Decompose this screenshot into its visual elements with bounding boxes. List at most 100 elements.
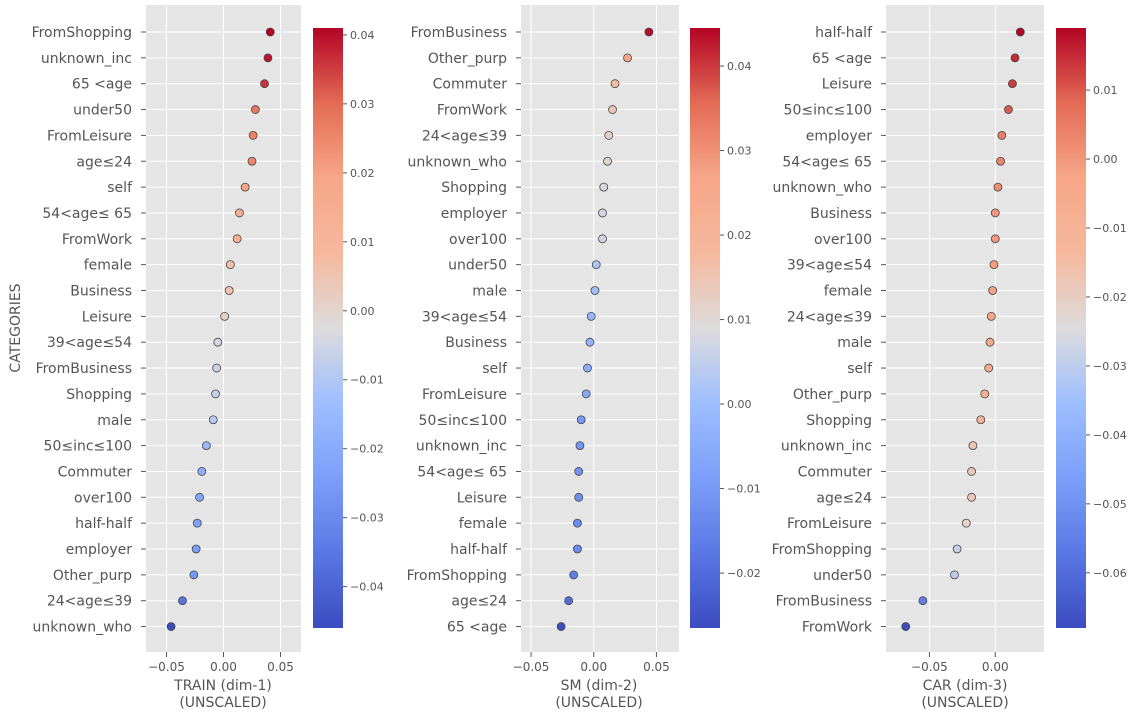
colorbar-tick-label: −0.01 — [727, 483, 761, 496]
data-point — [211, 389, 220, 399]
colorbar-tick-label: 0.00 — [350, 305, 375, 318]
category-label: under50 — [813, 568, 872, 584]
data-point — [986, 311, 996, 321]
colorbar-tick-label: −0.02 — [727, 567, 761, 580]
data-point — [192, 518, 202, 528]
colorbar-tick-label: 0.01 — [350, 236, 375, 249]
category-label: male — [97, 413, 132, 429]
x-axis-label-line1: SM (dim-2) — [561, 678, 638, 694]
data-point — [1015, 27, 1025, 37]
category-label: Leisure — [457, 490, 507, 506]
data-point — [976, 415, 986, 425]
data-point — [191, 544, 201, 554]
data-point — [585, 337, 595, 347]
category-label: 65 <age — [812, 51, 872, 67]
data-point — [599, 182, 609, 192]
colorbar-tick-label: 0.03 — [727, 145, 752, 158]
x-tick-label: 0.00 — [580, 660, 607, 674]
colorbar-tick-label: −0.05 — [1093, 498, 1127, 511]
category-label: FromBusiness — [36, 361, 132, 377]
category-label: female — [84, 258, 132, 274]
data-point — [208, 415, 218, 425]
data-point — [590, 286, 600, 295]
x-axis-label-line1: TRAIN (dim-1) — [173, 678, 272, 694]
category-label: age≤24 — [451, 594, 507, 610]
category-label: female — [824, 284, 872, 300]
colorbar-tick-label: −0.03 — [350, 512, 384, 525]
x-tick-label: −0.05 — [148, 660, 185, 674]
data-point — [189, 570, 199, 580]
category-label: employer — [806, 128, 872, 144]
data-point — [610, 79, 620, 89]
category-label: Business — [445, 335, 507, 351]
data-point — [604, 130, 614, 140]
data-point — [598, 234, 607, 244]
category-label: Other_purp — [793, 387, 872, 403]
data-point — [213, 337, 223, 347]
category-label: FromBusiness — [411, 25, 507, 41]
category-label: 50≤inc≤100 — [44, 439, 132, 455]
colorbar-tick-label: 0.00 — [1093, 153, 1118, 166]
data-point — [195, 492, 204, 502]
category-label: under50 — [448, 258, 507, 274]
category-label: 50≤inc≤100 — [419, 413, 507, 429]
data-point — [990, 208, 1000, 218]
colorbar-tick-label: 0.01 — [1093, 84, 1118, 97]
category-label: over100 — [814, 232, 872, 248]
category-label: FromLeisure — [787, 516, 872, 532]
category-label: unknown_inc — [41, 51, 132, 67]
category-label: 54<age≤ 65 — [42, 206, 132, 222]
category-label: FromShopping — [32, 25, 132, 41]
x-tick-label: 0.05 — [643, 660, 670, 674]
x-tick-label: −0.05 — [513, 660, 550, 674]
category-label: 65 <age — [447, 620, 507, 636]
data-point — [1010, 53, 1020, 63]
category-label: male — [472, 284, 507, 300]
data-point — [225, 260, 235, 270]
data-point — [968, 441, 978, 451]
data-point — [623, 53, 632, 63]
data-point — [574, 492, 584, 502]
category-label: age≤24 — [76, 154, 132, 170]
category-label: over100 — [74, 490, 132, 506]
category-label: Other_purp — [53, 568, 132, 584]
category-label: unknown_who — [407, 154, 507, 170]
data-point — [984, 363, 994, 373]
data-point — [576, 415, 586, 425]
data-point — [990, 234, 1000, 244]
data-point — [235, 208, 244, 218]
colorbar — [313, 28, 343, 628]
data-point — [573, 544, 582, 554]
colorbar-tick-label: 0.02 — [727, 229, 752, 242]
data-point — [260, 79, 269, 89]
category-label: male — [837, 335, 872, 351]
colorbar-tick-label: 0.02 — [350, 167, 375, 180]
data-point — [581, 389, 591, 399]
category-label: 39<age≤54 — [422, 309, 507, 325]
category-label: 50≤inc≤100 — [784, 103, 872, 119]
colorbar-tick-label: −0.01 — [350, 374, 384, 387]
colorbar-tick-label: −0.04 — [350, 581, 384, 594]
data-point — [564, 596, 574, 606]
data-point — [608, 105, 617, 114]
data-point — [224, 286, 234, 295]
category-label: unknown_who — [32, 620, 132, 636]
panel-sm: FromBusiness Other_purp Commuter FromWork 24… — [407, 5, 761, 711]
data-point — [988, 286, 998, 295]
category-label: Commuter — [433, 77, 508, 93]
data-point — [989, 260, 999, 270]
data-point — [248, 130, 258, 140]
x-axis-label-line2: (UNSCALED) — [921, 695, 1008, 711]
category-label: half-half — [75, 516, 133, 532]
x-axis-label-line1: CAR (dim-3) — [923, 678, 1008, 694]
data-point — [950, 570, 959, 580]
data-point — [918, 596, 928, 606]
colorbar-tick-label: −0.03 — [1093, 360, 1127, 373]
colorbar-tick-label: −0.06 — [1093, 567, 1127, 580]
data-point — [265, 27, 275, 37]
colorbar-tick-label: −0.02 — [350, 443, 384, 456]
panel-car: half-half 65 <age Leisure 50≤inc≤100 employe… — [772, 5, 1127, 711]
colorbar-tick-label: 0.01 — [727, 314, 752, 327]
colorbar-tick-label: 0.00 — [727, 398, 752, 411]
